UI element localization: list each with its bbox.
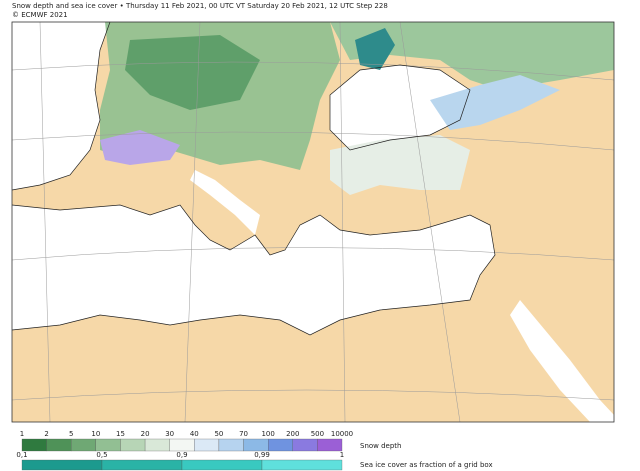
black-sea [330, 65, 470, 150]
snow-swatch [95, 438, 121, 452]
ice-tick-label: 0,1 [16, 451, 27, 459]
ice-colorbar: 0,1 0,5 0,9 0,99 1 Sea ice cover as fraction … [16, 451, 493, 471]
snow-swatch [169, 438, 195, 452]
snow-tick-label: 30 [165, 430, 174, 438]
snow-legend-label: Snow depth [360, 442, 402, 450]
snow-swatch [317, 438, 343, 452]
snow-area [430, 75, 560, 130]
map-title: Snow depth and sea ice cover • Thursday … [12, 2, 388, 10]
snow-tick-label: 100 [261, 430, 274, 438]
snow-area [125, 35, 260, 110]
adriatic [190, 170, 260, 235]
snow-tick-label: 15 [116, 430, 125, 438]
snow-swatch [46, 438, 72, 452]
ice-legend-label: Sea ice cover as fraction of a grid box [360, 461, 493, 469]
snow-tick-label: 40 [190, 430, 199, 438]
snow-swatch [243, 438, 269, 452]
ice-tick-label: 0,99 [254, 451, 270, 459]
snow-swatch [71, 438, 96, 452]
snow-tick-label: 200 [286, 430, 299, 438]
ice-tick-label: 0,9 [176, 451, 187, 459]
coastline [11, 204, 496, 336]
snow-tick-label: 50 [214, 430, 223, 438]
snow-tick-label: 500 [311, 430, 324, 438]
copyright: © ECMWF 2021 [12, 11, 68, 19]
ice-swatch [261, 459, 343, 471]
ice-tick-label: 1 [340, 451, 344, 459]
mediterranean [12, 205, 495, 335]
ice-swatch [101, 459, 183, 471]
sea-ice [355, 28, 395, 70]
snow-swatch [218, 438, 244, 452]
snow-swatch [268, 438, 293, 452]
snow-tick-label: 10 [91, 430, 100, 438]
snow-tick-label: 70 [239, 430, 248, 438]
ice-tick-label: 0,5 [96, 451, 107, 459]
snow-swatch [120, 438, 146, 452]
snow-area [100, 130, 180, 165]
coastline [329, 64, 471, 151]
snow-tick-label: 10000 [331, 430, 353, 438]
snow-area [330, 22, 614, 90]
snow-tick-label: 5 [69, 430, 73, 438]
snow-tick-label: 20 [141, 430, 150, 438]
snow-colorbar: 1 2 5 10 15 20 30 40 50 70 100 200 500 10000 Snow dept… [20, 430, 402, 452]
snow-swatch [292, 438, 318, 452]
snow-area [330, 135, 470, 195]
ice-swatch [181, 459, 263, 471]
snow-swatch [21, 438, 47, 452]
coastline [11, 21, 111, 191]
snow-tick-label: 2 [44, 430, 48, 438]
atlantic [12, 22, 110, 190]
snow-tick-label: 1 [20, 430, 24, 438]
snow-swatch [194, 438, 220, 452]
map-frame [11, 21, 615, 423]
snow-swatch [144, 438, 170, 452]
red-sea [510, 300, 614, 422]
map [11, 21, 615, 423]
ice-swatch [21, 459, 103, 471]
